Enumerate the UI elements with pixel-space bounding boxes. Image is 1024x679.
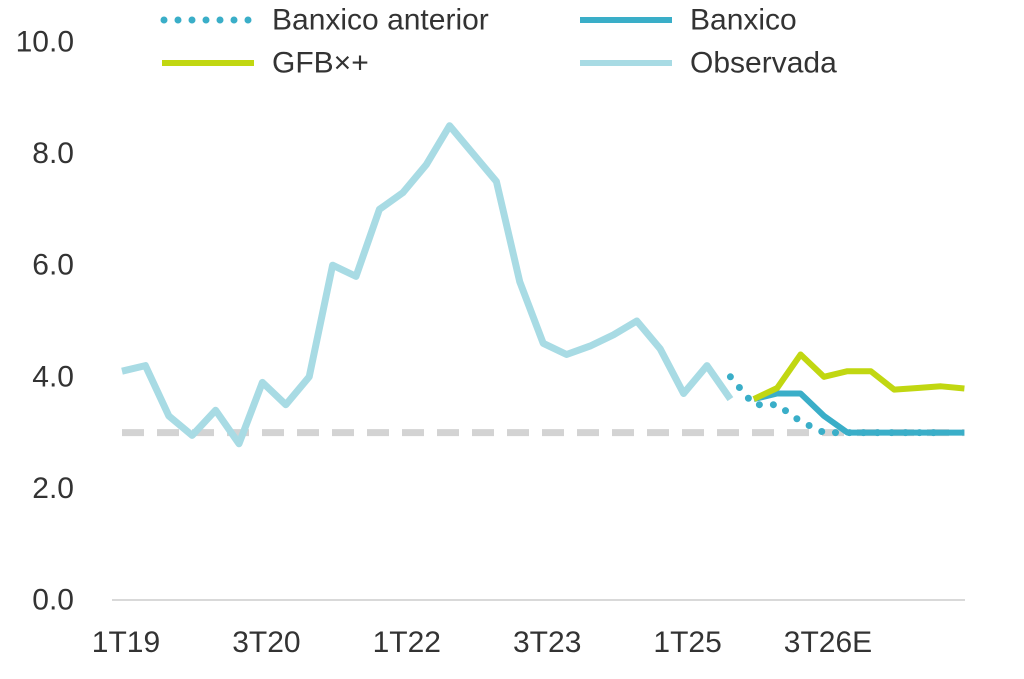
x-tick-label: 1T25 <box>653 626 721 659</box>
x-tick-label: 3T20 <box>232 626 300 659</box>
series-line-observada <box>121 122 734 448</box>
legend: Banxico anterior Banxico GFB×+ Observada <box>160 4 837 80</box>
series-line-gfb <box>752 351 965 402</box>
x-axis: 1T19 3T20 1T22 3T23 1T25 3T26E <box>92 599 965 659</box>
series-line-banxico <box>753 390 965 436</box>
series-lines <box>121 122 965 448</box>
y-tick-label: 0.0 <box>32 584 74 617</box>
y-tick-label: 8.0 <box>32 137 74 170</box>
x-tick-label: 3T23 <box>513 626 581 659</box>
x-tick-label: 1T22 <box>373 626 441 659</box>
x-tick-label: 3T26E <box>784 626 872 659</box>
legend-label-observada: Observada <box>690 47 837 80</box>
y-tick-label: 6.0 <box>32 249 74 282</box>
x-tick-label: 1T19 <box>92 626 160 659</box>
y-tick-label: 2.0 <box>32 472 74 505</box>
y-tick-label: 4.0 <box>32 360 74 393</box>
legend-label-gfb: GFB×+ <box>272 47 369 80</box>
legend-label-banxico-anterior: Banxico anterior <box>272 4 489 37</box>
y-axis: 0.0 2.0 4.0 6.0 8.0 10.0 <box>16 26 74 617</box>
y-tick-label: 10.0 <box>16 26 74 59</box>
legend-label-banxico: Banxico <box>690 4 797 37</box>
